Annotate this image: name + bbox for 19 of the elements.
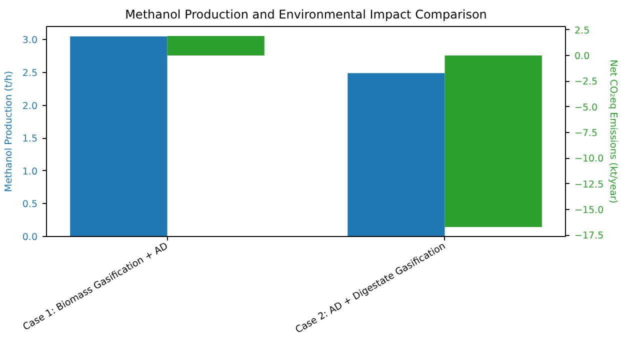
y2-tick-label: −2.5 bbox=[574, 76, 598, 88]
y2-tick-label: −12.5 bbox=[574, 179, 604, 190]
y2-tick-label: −10.0 bbox=[574, 154, 604, 165]
y-tick-label: 2.5 bbox=[22, 68, 38, 79]
y2-tick-label: 2.5 bbox=[574, 25, 590, 36]
y2-tick-label: 0.0 bbox=[574, 51, 590, 62]
y-tick-label: 1.0 bbox=[22, 166, 38, 178]
y-axis-title: Methanol Production (t/h) bbox=[3, 70, 14, 192]
y-tick-label: 2.0 bbox=[22, 100, 38, 112]
y-tick-label: 1.5 bbox=[22, 134, 38, 145]
chart-title: Methanol Production and Environmental Impact Comparison bbox=[125, 8, 487, 22]
y2-axis-title: Net CO₂eq Emissions (kt/year) bbox=[608, 60, 618, 204]
y-tick-label: 3.0 bbox=[22, 35, 38, 46]
y2-tick-label: −17.5 bbox=[574, 230, 604, 242]
y2-tick-label: −5.0 bbox=[574, 102, 598, 114]
y-tick-label: 0.5 bbox=[22, 199, 38, 210]
y-tick-label: 0.0 bbox=[22, 232, 38, 243]
y2-tick-label: −7.5 bbox=[574, 128, 598, 140]
y2-tick-label: −15.0 bbox=[574, 205, 604, 216]
